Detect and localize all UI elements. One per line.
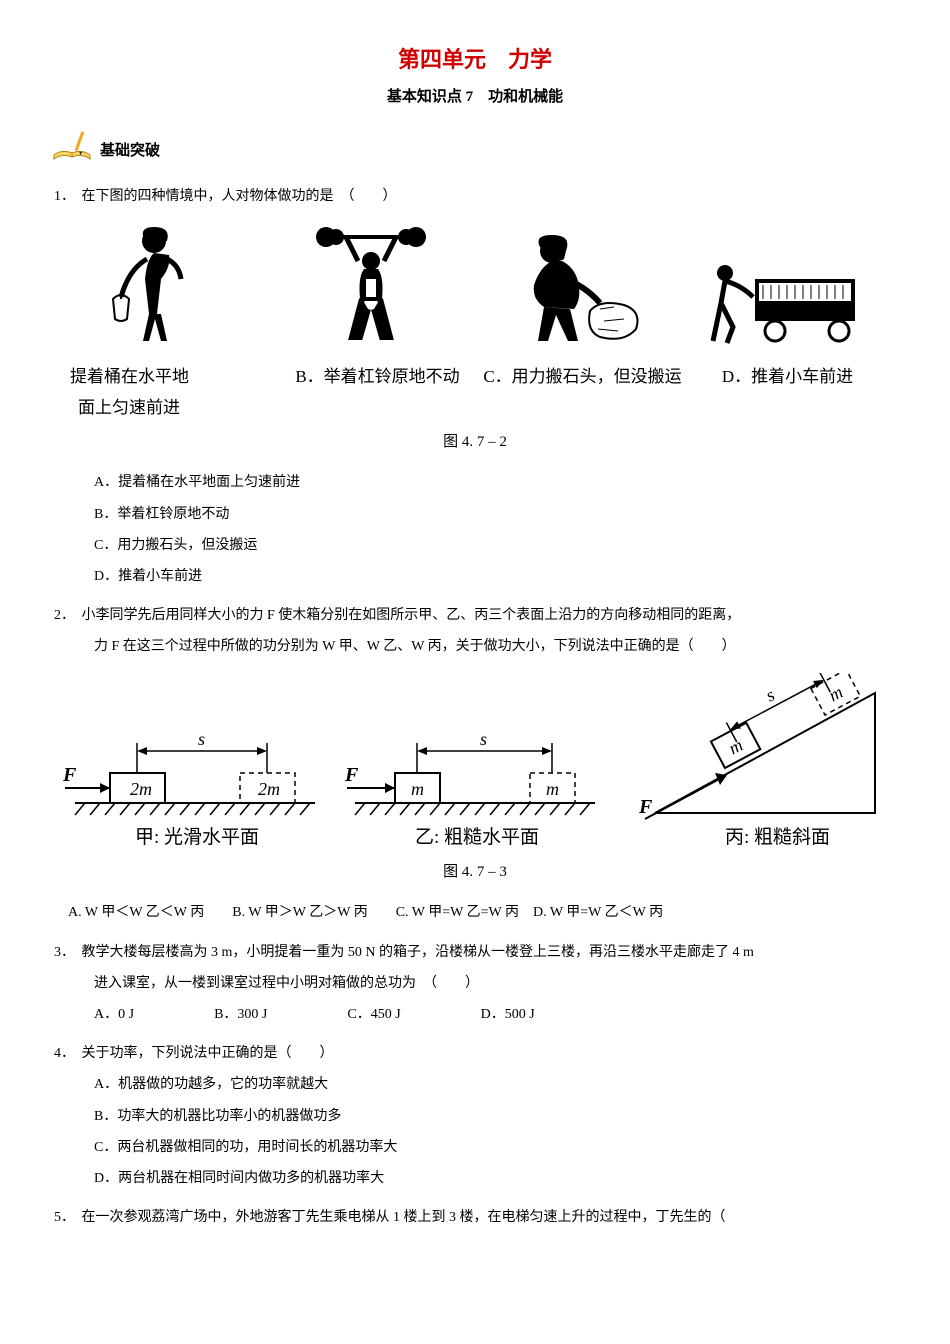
q1-opt-b: B．举着杠铃原地不动 [94, 502, 900, 527]
label-F-yi: F [344, 764, 359, 786]
q1-fig-c [475, 229, 683, 358]
svg-text:m: m [825, 682, 846, 706]
label-F-bing: F [638, 796, 653, 818]
q1-fig-d [683, 249, 891, 358]
label-m-yi: m [411, 779, 424, 799]
person-cart-icon [701, 249, 871, 349]
q1-opt-d: D．推着小车前进 [94, 564, 900, 589]
q4-options: A．机器做的功越多，它的功率就越大 B．功率大的机器比功率小的机器做功多 C．两… [50, 1072, 900, 1191]
person-bucket-icon [99, 219, 229, 349]
q1-cap-c: C．用力搬石头，但没搬运 [480, 362, 685, 423]
q3-stem1: 教学大楼每层楼高为 3 m，小明提着一重为 50 N 的箱子，沿楼梯从一楼登上三… [82, 945, 754, 960]
q5-number: 5． [54, 1205, 78, 1230]
q3-number: 3． [54, 940, 78, 965]
q3-opt-a: A．0 J [94, 1002, 134, 1027]
q3-opt-c: C．450 J [347, 1002, 400, 1027]
q2-stem2: 力 F 在这三个过程中所做的功分别为 W 甲、W 乙、W 丙，关于做功大小，下列… [50, 634, 900, 659]
diagram-bing: m m F s 丙: 粗糙斜面 [615, 673, 895, 853]
q1-cap-b: B．举着杠铃原地不动 [275, 362, 480, 423]
q2-options: A. W 甲＜W 乙＜W 丙 B. W 甲＞W 乙＞W 丙 C. W 甲=W 乙… [50, 900, 900, 925]
q1-number: 1． [54, 184, 78, 209]
caption-jia: 甲: 光滑水平面 [135, 826, 259, 848]
person-barbell-icon [306, 219, 436, 349]
q4-opt-c: C．两台机器做相同的功，用时间长的机器功率大 [94, 1135, 900, 1160]
question-2: 2． 小李同学先后用同样大小的力 F 使木箱分别在如图所示甲、乙、丙三个表面上沿… [50, 603, 900, 926]
q1-stem: 在下图的四种情境中，人对物体做功的是 （ ） [82, 189, 397, 204]
q2-stem1: 小李同学先后用同样大小的力 F 使木箱分别在如图所示甲、乙、丙三个表面上沿力的方… [82, 608, 741, 623]
diagram-yi: m m F s 乙: 粗糙水平面 [335, 703, 605, 853]
label-F-jia: F [62, 764, 77, 786]
label-s-jia: s [198, 729, 205, 749]
q1-caption-row: 提着桶在水平地 面上匀速前进 B．举着杠铃原地不动 C．用力搬石头，但没搬运 D… [50, 362, 900, 423]
q1-opt-c: C．用力搬石头，但没搬运 [94, 533, 900, 558]
caption-yi: 乙: 粗糙水平面 [415, 826, 539, 848]
q2-diagram-row: 2m 2m F s 甲: 光滑水平面 m m F [50, 673, 900, 853]
topic-title: 基本知识点 7 功和机械能 [50, 84, 900, 111]
q1-fig-b [268, 219, 476, 358]
section-header: 基础突破 [50, 129, 900, 174]
label-2m: 2m [130, 779, 152, 799]
svg-text:s: s [762, 685, 778, 706]
q1-opt-a: A．提着桶在水平地面上匀速前进 [94, 470, 900, 495]
diagram-jia: 2m 2m F s 甲: 光滑水平面 [55, 703, 325, 853]
q1-cap-a-line1: 提着桶在水平地 [70, 367, 189, 386]
q1-cap-a-line2: 面上匀速前进 [70, 398, 180, 417]
q4-opt-d: D．两台机器在相同时间内做功多的机器功率大 [94, 1166, 900, 1191]
q3-opt-d: D．500 J [481, 1002, 535, 1027]
q2-number: 2． [54, 603, 78, 628]
label-s-yi: s [480, 729, 487, 749]
unit-title: 第四单元 力学 [50, 40, 900, 80]
question-5: 5． 在一次参观荔湾广场中，外地游客丁先生乘电梯从 1 楼上到 3 楼，在电梯匀… [50, 1205, 900, 1230]
q4-opt-a: A．机器做的功越多，它的功率就越大 [94, 1072, 900, 1097]
q3-stem2: 进入课室，从一楼到课室过程中小明对箱做的总功为 （ ） [50, 971, 900, 996]
label-m-yi-dash: m [546, 779, 559, 799]
person-rock-icon [504, 229, 654, 349]
q3-opt-b: B．300 J [214, 1002, 267, 1027]
q4-number: 4． [54, 1041, 78, 1066]
q1-options: A．提着桶在水平地面上匀速前进 B．举着杠铃原地不动 C．用力搬石头，但没搬运 … [50, 470, 900, 589]
question-4: 4． 关于功率，下列说法中正确的是（ ） A．机器做的功越多，它的功率就越大 B… [50, 1041, 900, 1191]
question-3: 3． 教学大楼每层楼高为 3 m，小明提着一重为 50 N 的箱子，沿楼梯从一楼… [50, 940, 900, 1028]
q3-options: A．0 J B．300 J C．450 J D．500 J [50, 1002, 900, 1027]
section-label: 基础突破 [100, 138, 160, 165]
caption-bing: 丙: 粗糙斜面 [725, 826, 830, 848]
q1-fig-a [60, 219, 268, 358]
q1-fig-label: 图 4. 7 – 2 [50, 429, 900, 456]
q1-figure-row [50, 219, 900, 358]
label-2m-dash: 2m [258, 779, 280, 799]
book-pencil-icon [50, 129, 94, 174]
q1-cap-d: D．推着小车前进 [685, 362, 890, 423]
q5-stem: 在一次参观荔湾广场中，外地游客丁先生乘电梯从 1 楼上到 3 楼，在电梯匀速上升… [82, 1210, 726, 1225]
q4-stem: 关于功率，下列说法中正确的是（ ） [82, 1046, 334, 1061]
q4-opt-b: B．功率大的机器比功率小的机器做功多 [94, 1104, 900, 1129]
q2-fig-label: 图 4. 7 – 3 [50, 859, 900, 886]
question-1: 1． 在下图的四种情境中，人对物体做功的是 （ ） [50, 184, 900, 589]
